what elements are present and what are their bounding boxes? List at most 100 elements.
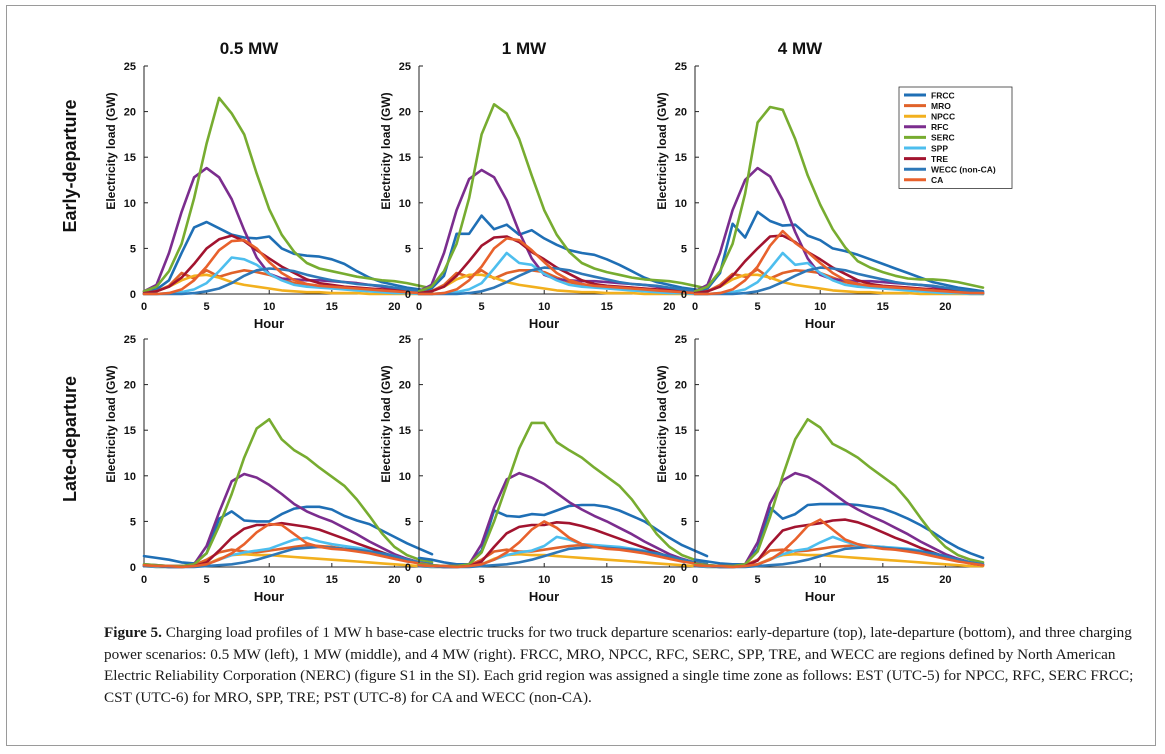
series-line-ca (693, 518, 985, 569)
x-tick-label: 15 (326, 301, 338, 313)
figure-frame (6, 5, 1156, 746)
y-tick-label: 25 (124, 334, 136, 346)
series-line-wecc-non-ca (142, 267, 434, 296)
series-line-serc (693, 417, 985, 568)
series-line-npcc (693, 273, 985, 296)
series-line-ca (417, 520, 709, 569)
x-tick-label: 10 (263, 301, 275, 313)
legend-label: SPP (931, 143, 948, 153)
x-tick-label: 10 (814, 574, 826, 586)
x-tick-label: 15 (601, 301, 613, 313)
x-tick-label: 20 (388, 574, 400, 586)
x-tick-label: 0 (692, 301, 698, 313)
series-line-frcc (142, 505, 434, 565)
y-tick-label: 15 (675, 425, 687, 437)
series-line-npcc (417, 273, 709, 296)
chart-panel-early-1MW: 0 5 10 15 20 25 0 5 10 15 20 Hour Electricity load (… (379, 61, 709, 331)
series-line-serc (417, 103, 709, 293)
row-label: Late-departure (60, 376, 80, 502)
x-tick-label: 0 (692, 574, 698, 586)
series-line-frcc (417, 214, 709, 293)
y-tick-label: 25 (675, 334, 687, 346)
y-axis-label: Electricity load (GW) (379, 92, 393, 209)
y-tick-label: 15 (124, 152, 136, 164)
chart-panel-early-4MW: 0 5 10 15 20 25 0 5 10 15 20 Hour Electricity load (… (655, 61, 985, 331)
series-line-ca (693, 229, 985, 296)
caption-text: Charging load profiles of 1 MW h base-ca… (104, 624, 1134, 706)
x-axis-label: Hour (805, 589, 835, 604)
legend-label: SERC (931, 133, 955, 143)
y-tick-label: 5 (681, 516, 687, 528)
y-tick-label: 5 (405, 243, 411, 255)
legend-label: RFC (931, 122, 948, 132)
series-line-frcc (142, 220, 434, 293)
x-tick-label: 0 (416, 574, 422, 586)
y-tick-label: 15 (399, 152, 411, 164)
x-tick-label: 5 (479, 301, 485, 313)
series-line-serc (693, 105, 985, 293)
x-tick-label: 5 (204, 301, 210, 313)
y-tick-label: 20 (675, 380, 687, 392)
series-line-spp (142, 256, 434, 296)
series-line-serc (142, 96, 434, 293)
x-axis-label: Hour (805, 316, 835, 331)
y-tick-label: 0 (405, 289, 411, 301)
x-tick-label: 20 (388, 301, 400, 313)
y-axis-label: Electricity load (GW) (655, 92, 669, 209)
series-line-rfc (142, 472, 434, 568)
legend-label: TRE (931, 154, 948, 164)
y-axis-label: Electricity load (GW) (104, 92, 118, 209)
y-tick-label: 0 (405, 562, 411, 574)
y-tick-label: 10 (675, 471, 687, 483)
column-title: 4 MW (778, 39, 823, 58)
y-tick-label: 25 (399, 334, 411, 346)
x-tick-label: 20 (939, 301, 951, 313)
y-tick-label: 25 (675, 61, 687, 73)
y-tick-label: 20 (124, 380, 136, 392)
y-tick-label: 5 (130, 243, 136, 255)
y-tick-label: 0 (130, 562, 136, 574)
column-title: 0.5 MW (220, 39, 280, 58)
row-label: Early-departure (60, 99, 80, 232)
legend-label: MRO (931, 101, 951, 111)
chart-panel-late-4MW: 0 5 10 15 20 25 0 5 10 15 20 Hour Electricity load (… (655, 334, 985, 604)
x-tick-label: 10 (538, 574, 550, 586)
series-line-serc (417, 421, 709, 568)
series-line-ca (417, 237, 709, 296)
series-line-ca (142, 238, 434, 296)
y-tick-label: 10 (124, 198, 136, 210)
x-tick-label: 5 (479, 574, 485, 586)
chart-panel-late-0.5MW: 0 5 10 15 20 25 0 5 10 15 20 Hour Electricity load (… (104, 334, 434, 604)
x-tick-label: 5 (204, 574, 210, 586)
figure-panels: 0.5 MW 1 MW 4 MW Early-departure Late-depar… (60, 39, 1013, 604)
x-tick-label: 10 (538, 301, 550, 313)
y-tick-label: 10 (399, 198, 411, 210)
series-line-wecc-non-ca (417, 266, 709, 296)
y-axis-label: Electricity load (GW) (379, 365, 393, 482)
x-tick-label: 15 (326, 574, 338, 586)
y-tick-label: 20 (399, 380, 411, 392)
x-tick-label: 20 (663, 301, 675, 313)
legend-label: WECC (non-CA) (931, 165, 996, 175)
y-tick-label: 20 (124, 107, 136, 119)
x-tick-label: 15 (601, 574, 613, 586)
x-tick-label: 20 (663, 574, 675, 586)
x-axis-label: Hour (529, 316, 559, 331)
chart-panel-late-1MW: 0 5 10 15 20 25 0 5 10 15 20 Hour Electricity load (… (379, 334, 709, 604)
x-axis-label: Hour (254, 589, 284, 604)
x-tick-label: 0 (141, 574, 147, 586)
y-axis-label: Electricity load (GW) (655, 365, 669, 482)
legend-label: NPCC (931, 112, 955, 122)
y-axis-label: Electricity load (GW) (104, 365, 118, 482)
series-line-rfc (417, 471, 709, 568)
y-tick-label: 15 (399, 425, 411, 437)
y-tick-label: 15 (675, 152, 687, 164)
series-line-serc (142, 417, 434, 568)
x-tick-label: 10 (814, 301, 826, 313)
series-line-npcc (142, 273, 434, 296)
y-tick-label: 20 (399, 107, 411, 119)
series-line-tre (693, 518, 985, 569)
x-tick-label: 5 (755, 574, 761, 586)
x-tick-label: 5 (755, 301, 761, 313)
legend-label: CA (931, 175, 943, 185)
